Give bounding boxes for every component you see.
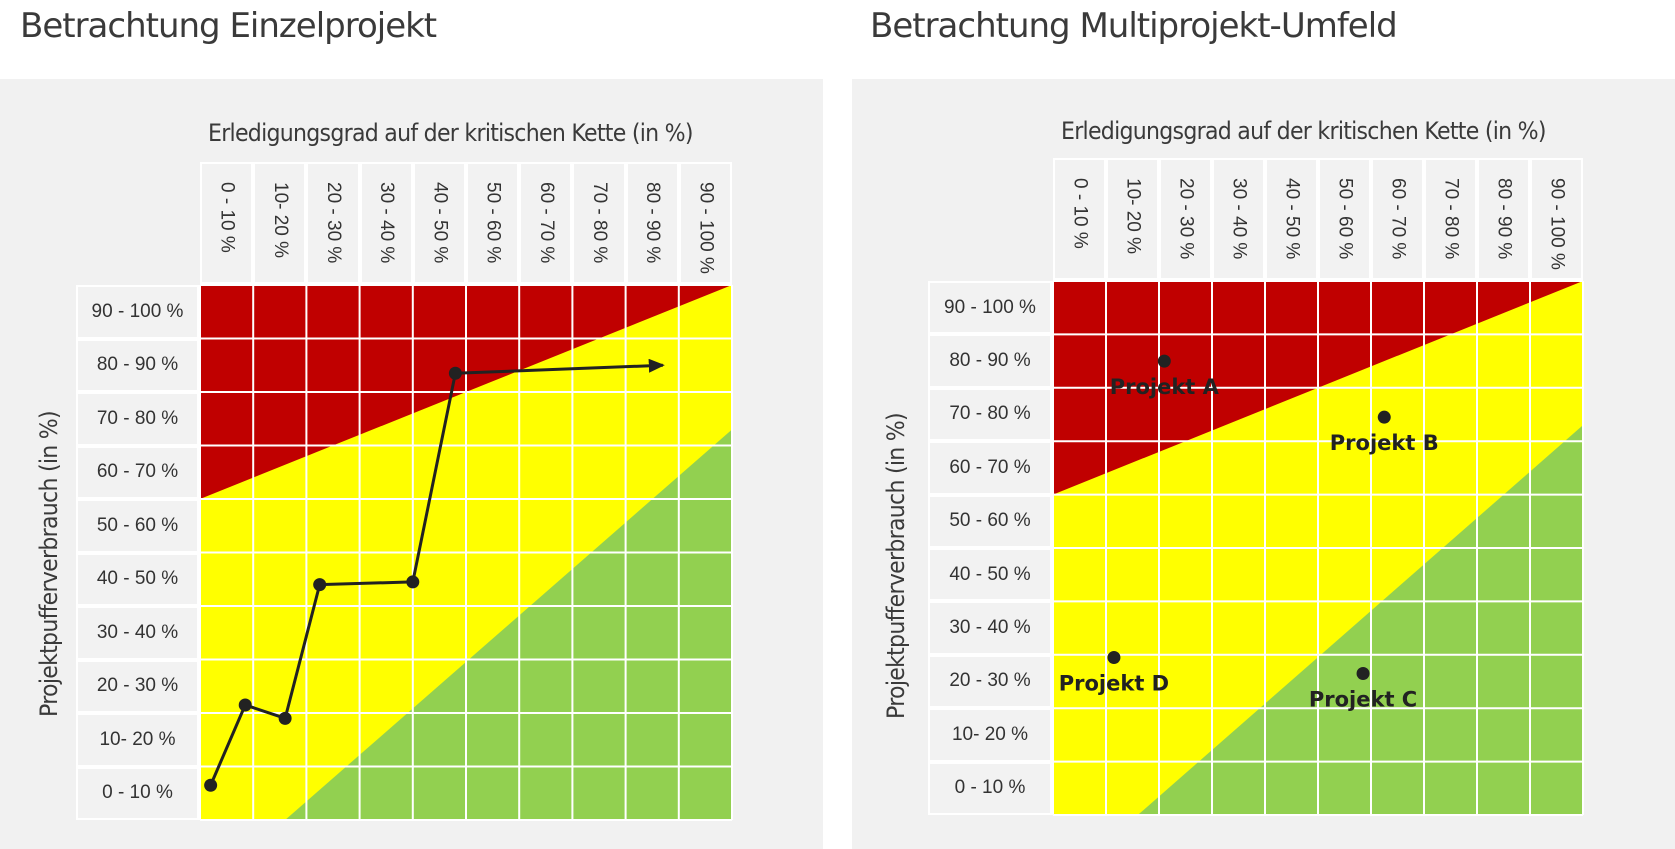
x-tick-label: 80 - 90 % — [1477, 158, 1530, 280]
x-tick-text: 70 - 80 % — [1440, 178, 1462, 260]
x-tick-text: 30 - 40 % — [376, 182, 398, 264]
y-tick-label: 10- 20 % — [76, 713, 199, 767]
data-point — [278, 711, 292, 725]
zone-grid: Projekt A Projekt B Projekt C Projekt D — [1052, 280, 1584, 816]
x-tick-label: 0 - 10 % — [200, 162, 254, 284]
series-line — [209, 372, 457, 786]
x-tick-text: 60 - 70 % — [535, 182, 557, 264]
x-tick-text: 10- 20 % — [1122, 178, 1144, 255]
y-tick-label: 10- 20 % — [928, 708, 1052, 762]
project-point — [1157, 354, 1171, 368]
data-point — [204, 778, 218, 792]
x-tick-text: 0 - 10 % — [216, 182, 238, 253]
x-tick-label: 40 - 50 % — [412, 162, 466, 284]
project-point — [1107, 650, 1121, 664]
y-tick-label: 40 - 50 % — [928, 548, 1052, 602]
x-tick-text: 50 - 60 % — [1334, 178, 1356, 260]
project-point — [1356, 666, 1370, 680]
x-tick-label: 60 - 70 % — [1371, 158, 1424, 280]
x-tick-label: 0 - 10 % — [1053, 158, 1106, 280]
y-tick-label: 50 - 60 % — [928, 494, 1052, 548]
x-tick-label: 30 - 40 % — [359, 162, 413, 284]
x-tick-label: 50 - 60 % — [466, 162, 520, 284]
x-tick-text: 70 - 80 % — [588, 182, 610, 264]
x-axis-title: Erledigungsgrad auf der kritischen Kette… — [208, 119, 694, 147]
x-tick-text: 30 - 40 % — [1228, 178, 1250, 260]
project-label: Projekt A — [1110, 375, 1220, 399]
y-tick-label: 0 - 10 % — [76, 766, 199, 820]
y-tick-label: 90 - 100 % — [928, 281, 1052, 335]
y-tick-label: 30 - 40 % — [76, 606, 199, 660]
x-tick-text: 40 - 50 % — [429, 182, 451, 264]
x-tick-text: 90 - 100 % — [695, 182, 717, 274]
x-tick-text: 10- 20 % — [269, 182, 291, 259]
y-axis-title: Projektpufferverbrauch (in %) — [35, 411, 63, 717]
x-tick-label: 90 - 100 % — [678, 162, 732, 284]
x-tick-text: 80 - 90 % — [642, 182, 664, 264]
x-tick-label: 10- 20 % — [253, 162, 307, 284]
y-tick-label: 50 - 60 % — [76, 499, 199, 553]
y-tick-label: 80 - 90 % — [76, 338, 199, 392]
x-tick-text: 90 - 100 % — [1546, 178, 1568, 270]
x-tick-label: 70 - 80 % — [572, 162, 626, 284]
x-tick-label: 20 - 30 % — [1159, 158, 1212, 280]
title-multiprojekt: Betrachtung Multiprojekt-Umfeld — [870, 6, 1398, 46]
zone-grid — [199, 284, 733, 821]
y-tick-label: 60 - 70 % — [928, 441, 1052, 495]
x-tick-text: 20 - 30 % — [322, 182, 344, 264]
trend-arrow — [455, 358, 665, 375]
project-point — [1377, 410, 1391, 424]
y-tick-label: 60 - 70 % — [76, 445, 199, 499]
y-tick-label: 70 - 80 % — [76, 392, 199, 446]
title-einzelprojekt: Betrachtung Einzelprojekt — [20, 6, 437, 46]
x-tick-text: 50 - 60 % — [482, 182, 504, 264]
data-point — [238, 698, 252, 712]
x-tick-label: 20 - 30 % — [306, 162, 360, 284]
data-point — [448, 366, 462, 380]
x-tick-text: 0 - 10 % — [1069, 178, 1091, 249]
x-tick-label: 10- 20 % — [1106, 158, 1159, 280]
y-axis-title: Projektpufferverbrauch (in %) — [882, 413, 910, 719]
x-tick-label: 50 - 60 % — [1318, 158, 1371, 280]
project-label: Projekt C — [1309, 687, 1417, 711]
x-tick-text: 40 - 50 % — [1281, 178, 1303, 260]
x-tick-label: 40 - 50 % — [1265, 158, 1318, 280]
data-point — [406, 575, 420, 589]
x-tick-text: 60 - 70 % — [1387, 178, 1409, 260]
data-point — [313, 578, 327, 592]
x-tick-text: 20 - 30 % — [1175, 178, 1197, 260]
y-tick-label: 0 - 10 % — [928, 761, 1052, 815]
y-tick-label: 30 - 40 % — [928, 601, 1052, 655]
x-tick-label: 80 - 90 % — [625, 162, 679, 284]
x-tick-text: 80 - 90 % — [1493, 178, 1515, 260]
x-tick-label: 90 - 100 % — [1530, 158, 1583, 280]
y-tick-label: 20 - 30 % — [76, 659, 199, 713]
y-tick-label: 20 - 30 % — [928, 654, 1052, 709]
y-tick-label: 80 - 90 % — [928, 334, 1052, 388]
project-label: Projekt D — [1059, 671, 1169, 695]
project-label: Projekt B — [1330, 431, 1439, 455]
x-axis-title: Erledigungsgrad auf der kritischen Kette… — [1061, 117, 1547, 145]
x-tick-label: 70 - 80 % — [1424, 158, 1477, 280]
y-tick-label: 40 - 50 % — [76, 552, 199, 606]
y-tick-label: 70 - 80 % — [928, 387, 1052, 442]
y-tick-label: 90 - 100 % — [76, 285, 199, 339]
x-tick-label: 30 - 40 % — [1212, 158, 1265, 280]
x-tick-label: 60 - 70 % — [519, 162, 573, 284]
